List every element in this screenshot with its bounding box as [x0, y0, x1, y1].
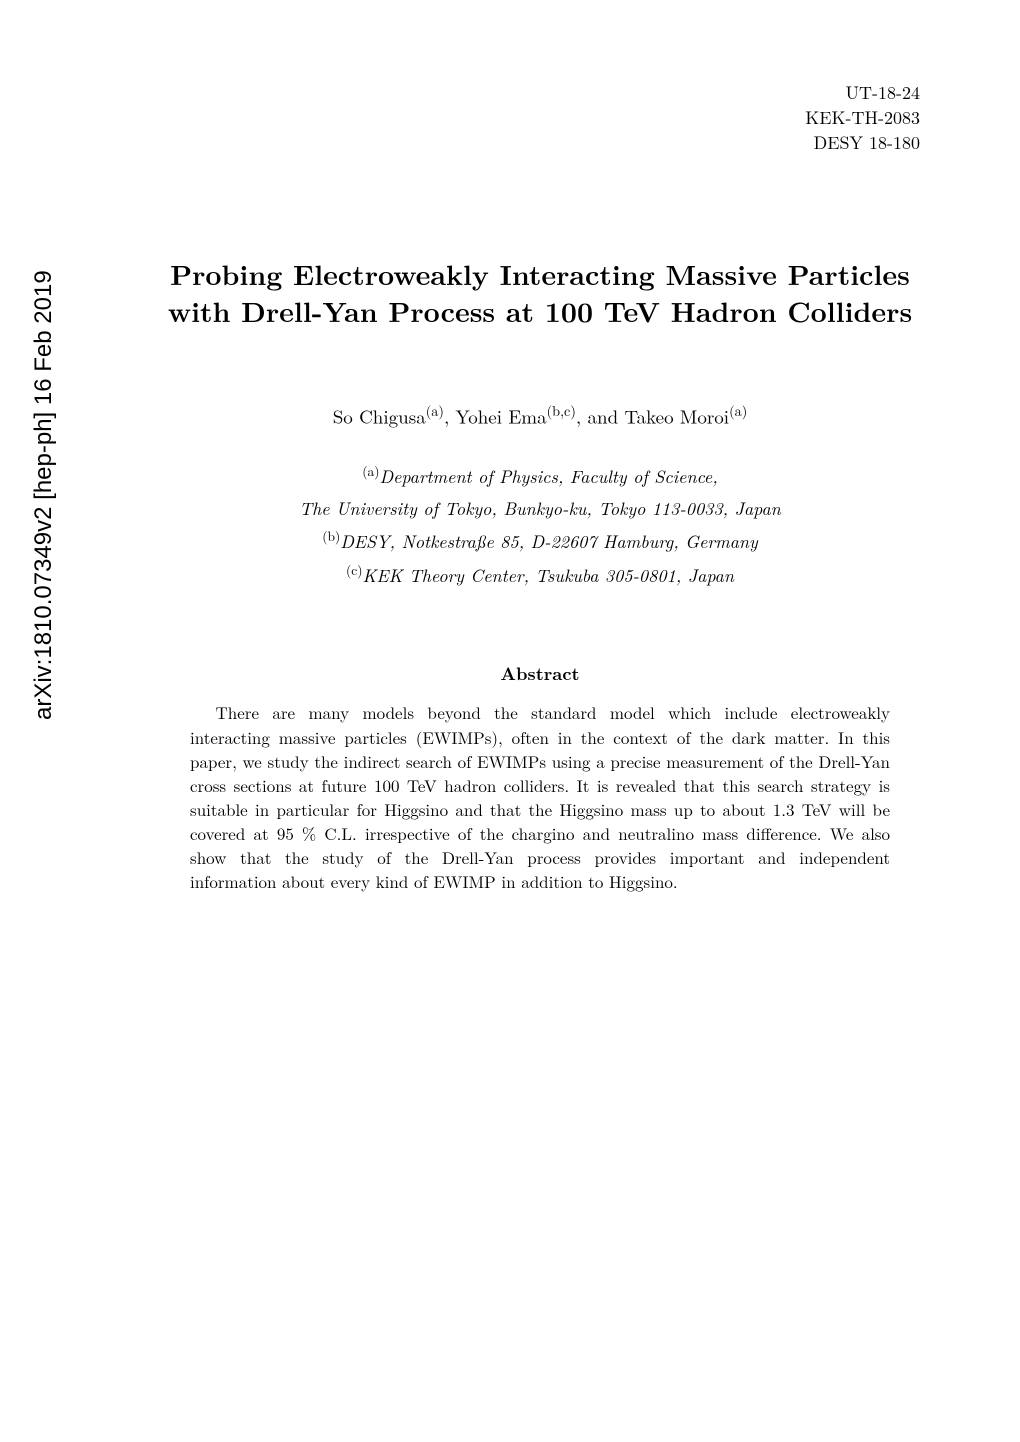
authors-line: So Chigusa(a), Yohei Ema(b,c), and Takeo…	[160, 401, 920, 429]
affiliation-a-line1: (a)Department of Physics, Faculty of Sci…	[160, 459, 920, 493]
author-2-name: Yohei Ema	[456, 402, 547, 429]
arxiv-stamp: arXiv:1810.07349v2 [hep-ph] 16 Feb 2019	[30, 270, 58, 720]
report-numbers-block: UT-18-24 KEK-TH-2083 DESY 18-180	[160, 80, 920, 156]
affiliation-a-line2: The University of Tokyo, Bunkyo-ku, Toky…	[160, 493, 920, 525]
author-1-name: So Chigusa	[333, 402, 426, 429]
affiliation-a-marker: (a)	[362, 461, 379, 480]
author-1-affil-marker: (a)	[426, 401, 444, 421]
author-2-affil-marker: (b,c)	[547, 401, 576, 421]
affiliation-c-text: KEK Theory Center, Tsukuba 305-0801, Jap…	[363, 563, 734, 588]
paper-title: Probing Electroweakly Interacting Massiv…	[160, 256, 920, 332]
author-sep-1: ,	[444, 402, 456, 429]
affiliation-c-line: (c)KEK Theory Center, Tsukuba 305-0801, …	[160, 558, 920, 592]
author-3-affil-marker: (a)	[729, 401, 747, 421]
affiliation-b-text: DESY, Notkestraße 85, D-22607 Hamburg, G…	[340, 529, 758, 554]
abstract-body: There are many models beyond the standar…	[160, 700, 920, 893]
affiliation-a-text1: Department of Physics, Faculty of Scienc…	[380, 464, 718, 489]
report-number-3: DESY 18-180	[160, 130, 920, 155]
affiliation-c-marker: (c)	[346, 560, 363, 579]
author-3-name: Takeo Moroi	[625, 402, 730, 429]
abstract-heading: Abstract	[160, 661, 920, 686]
report-number-1: UT-18-24	[160, 80, 920, 105]
affiliation-b-line: (b)DESY, Notkestraße 85, D-22607 Hamburg…	[160, 524, 920, 558]
author-sep-2: , and	[576, 402, 625, 429]
report-number-2: KEK-TH-2083	[160, 105, 920, 130]
affiliation-b-marker: (b)	[322, 526, 340, 545]
affiliations-block: (a)Department of Physics, Faculty of Sci…	[160, 459, 920, 591]
